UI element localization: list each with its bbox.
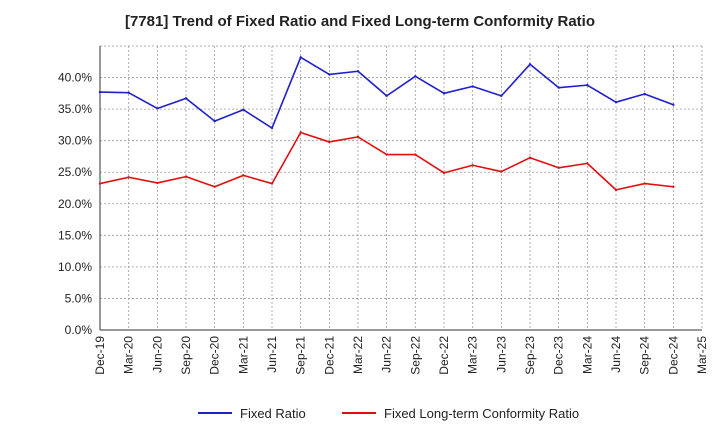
data-point: [213, 119, 216, 123]
x-tick-label: Dec-22: [437, 336, 451, 375]
data-point: [528, 63, 532, 66]
data-point: [299, 56, 302, 59]
x-tick-label: Mar-20: [122, 336, 136, 374]
data-point: [299, 131, 302, 134]
data-point: [500, 170, 503, 173]
x-tick-label: Sep-21: [294, 336, 308, 375]
y-tick-label: 5.0%: [65, 291, 93, 305]
data-point: [442, 92, 446, 95]
data-point: [127, 91, 130, 94]
x-tick-label: Jun-22: [380, 336, 394, 373]
data-point: [471, 85, 474, 88]
y-tick-label: 25.0%: [58, 165, 92, 179]
data-point: [356, 70, 360, 73]
x-tick-label: Sep-23: [523, 336, 537, 375]
data-point: [500, 94, 503, 98]
data-point: [586, 162, 589, 165]
data-point: [471, 164, 474, 167]
x-tick-label: Mar-24: [580, 336, 594, 374]
data-point: [557, 166, 560, 170]
x-tick-label: Dec-20: [208, 336, 222, 375]
legend: Fixed Ratio Fixed Long-term Conformity Ra…: [198, 406, 579, 421]
data-point: [557, 86, 560, 89]
data-point: [586, 83, 589, 87]
chart-title: [7781] Trend of Fixed Ratio and Fixed Lo…: [125, 13, 595, 30]
x-tick-label: Dec-21: [322, 336, 336, 375]
y-tick-label: 40.0%: [58, 71, 92, 85]
y-tick-label: 30.0%: [58, 134, 92, 148]
data-point: [414, 75, 417, 78]
x-tick-label: Jun-24: [609, 336, 623, 373]
data-point: [98, 182, 102, 185]
data-point: [328, 140, 331, 144]
x-tick-label: Dec-23: [552, 336, 566, 375]
x-tick-label: Dec-24: [666, 336, 680, 375]
x-tick-label: Dec-19: [93, 336, 107, 375]
data-point: [270, 182, 274, 185]
x-tick-label: Mar-23: [466, 336, 480, 374]
data-point: [156, 107, 159, 110]
data-point: [614, 188, 618, 192]
data-point: [356, 135, 360, 139]
data-point: [270, 126, 274, 130]
x-tick-label: Mar-25: [695, 336, 709, 374]
x-tick-label: Jun-21: [265, 336, 279, 373]
data-point: [328, 73, 331, 76]
plot-area: 0.0% 5.0% 10.0% 15.0% 20.0% 25.0% 30.0% 35.0% 40…: [58, 45, 709, 375]
data-point: [127, 176, 130, 179]
data-point: [184, 97, 188, 100]
x-tick-label: Sep-24: [638, 336, 652, 375]
data-point: [213, 185, 216, 188]
data-point: [98, 90, 102, 94]
y-tick-label: 0.0%: [65, 323, 93, 337]
data-point: [385, 153, 388, 156]
legend-label-2: Fixed Long-term Conformity Ratio: [384, 406, 579, 421]
y-tick-label: 10.0%: [58, 260, 92, 274]
x-tick-label: Jun-20: [150, 336, 164, 373]
x-tick-label: Sep-22: [408, 336, 422, 375]
x-tick-label: Jun-23: [494, 336, 508, 373]
data-point: [242, 108, 245, 111]
y-tick-label: 20.0%: [58, 197, 92, 211]
data-point: [643, 182, 646, 185]
x-tick-label: Sep-20: [179, 336, 193, 375]
data-point: [442, 171, 446, 175]
data-point: [614, 100, 618, 104]
y-tick-label: 35.0%: [58, 102, 92, 116]
data-point: [242, 174, 245, 177]
data-point: [672, 103, 675, 106]
data-point: [643, 92, 646, 96]
data-point: [385, 94, 388, 98]
data-point: [528, 156, 532, 159]
data-point: [184, 175, 188, 178]
x-tick-label: Mar-21: [236, 336, 250, 374]
data-point: [672, 185, 675, 188]
data-point: [156, 181, 159, 185]
x-tick-label: Mar-22: [351, 336, 365, 374]
legend-label-1: Fixed Ratio: [240, 406, 306, 421]
plot-background: [100, 46, 702, 330]
y-tick-label: 15.0%: [58, 228, 92, 242]
data-point: [414, 153, 417, 156]
